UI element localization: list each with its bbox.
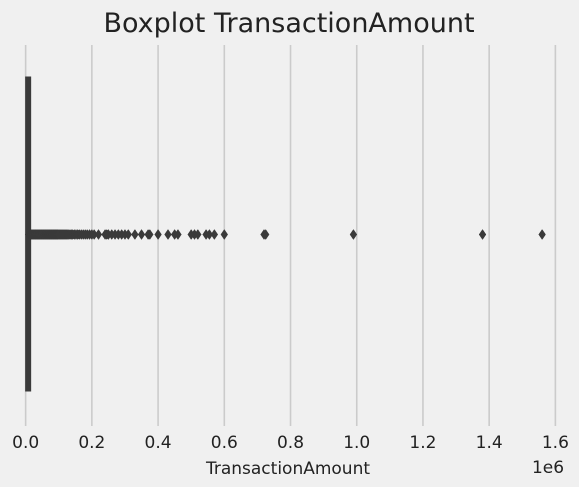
outlier-points (25, 230, 545, 240)
outlier-point (221, 230, 228, 240)
x-tick-label: 0.2 (78, 433, 105, 453)
x-tick-label: 0.0 (12, 433, 39, 453)
outlier-point (138, 230, 145, 240)
x-tick-label: 1.4 (476, 433, 503, 453)
x-tick-label: 1.6 (542, 433, 569, 453)
x-tick-label: 0.6 (211, 433, 238, 453)
outlier-point (539, 230, 546, 240)
x-axis-ticks: 0.0 0.2 0.4 0.6 0.8 1.0 1.2 1.4 1.6 (12, 433, 569, 453)
outlier-point (350, 230, 357, 240)
outlier-point (211, 230, 218, 240)
outlier-point (479, 230, 486, 240)
x-tick-label: 0.4 (145, 433, 172, 453)
outlier-point (132, 230, 139, 240)
x-tick-label: 1.0 (343, 433, 370, 453)
axis-offset-label: 1e6 (532, 458, 564, 478)
chart-title: Boxplot TransactionAmount (103, 8, 474, 39)
x-axis-label: TransactionAmount (205, 459, 370, 479)
x-tick-label: 0.8 (277, 433, 304, 453)
x-tick-label: 1.2 (409, 433, 436, 453)
outlier-point (95, 230, 102, 240)
outlier-point (165, 230, 172, 240)
outlier-point (155, 230, 162, 240)
